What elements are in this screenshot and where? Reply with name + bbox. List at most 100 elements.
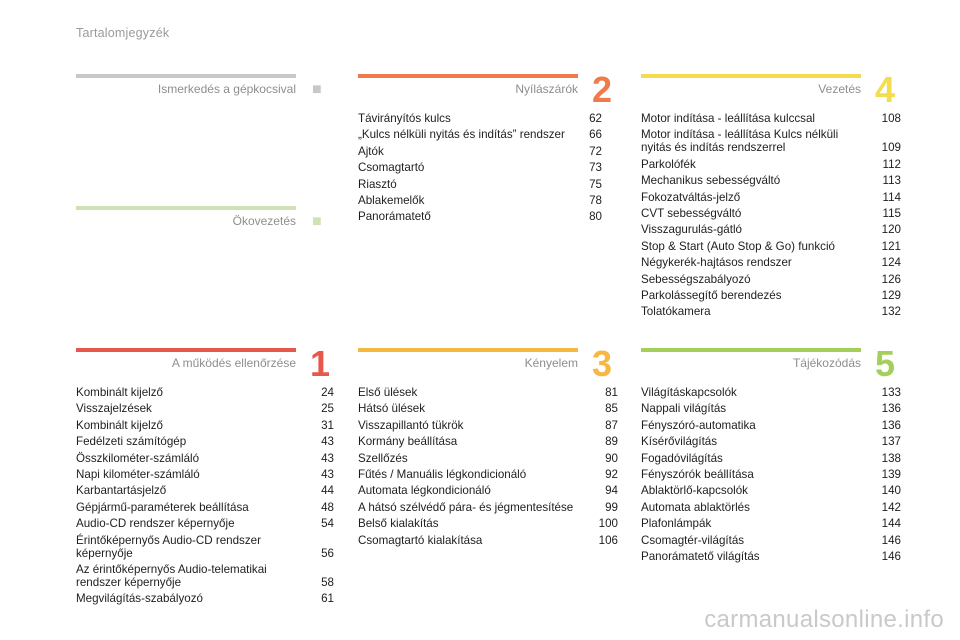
toc-entry[interactable]: Visszagurulás-gátló 120	[641, 223, 901, 236]
toc-entry[interactable]: Fogadóvilágítás 138	[641, 452, 901, 465]
toc-entry-page: 48	[321, 500, 334, 514]
toc-entry[interactable]: Automata ablaktörlés 142	[641, 501, 901, 514]
toc-entry[interactable]: Visszapillantó tükrök 87	[358, 419, 618, 432]
toc-entry[interactable]: Első ülések 81	[358, 386, 618, 399]
toc-entry[interactable]: Csomagtartó 73	[358, 161, 602, 174]
toc-entry-label: Az érintőképernyős Audio-telematikai ren…	[76, 562, 267, 589]
toc-entry[interactable]: Automata légkondicionáló 94	[358, 484, 618, 497]
toc-entry[interactable]: Világításkapcsolók 133	[641, 386, 901, 399]
toc-entry-label: A hátsó szélvédő pára- és jégmentesítése	[358, 500, 574, 514]
toc-entry-page: 89	[605, 435, 618, 449]
toc-entry-label: Nappali világítás	[641, 402, 727, 416]
toc-entry-page: 146	[881, 549, 901, 563]
toc-entry-page: 54	[321, 517, 334, 531]
toc-entry[interactable]: Panorámatető világítás 146	[641, 550, 901, 563]
toc-entry[interactable]: Stop & Start (Auto Stop & Go) funkció 121	[641, 240, 901, 253]
toc-entry[interactable]: Tolatókamera 132	[641, 305, 901, 318]
toc-entry[interactable]: Fokozatváltás-jelző 114	[641, 191, 901, 204]
section-title: Ismerkedés a gépkocsival	[157, 82, 296, 96]
toc-entry-page: 56	[321, 546, 334, 560]
section-number: 2	[592, 69, 613, 110]
toc-entry[interactable]: CVT sebességváltó 115	[641, 207, 901, 220]
toc-entry-label: Fényszóró-automatika	[641, 418, 756, 432]
toc-entry-page: 137	[881, 435, 901, 449]
toc-entry-page: 146	[881, 533, 901, 547]
toc-entry[interactable]: Hátsó ülések 85	[358, 402, 618, 415]
toc-entry-page: 94	[605, 484, 618, 498]
toc-entry[interactable]: Az érintőképernyős Audio-telematikai ren…	[76, 563, 334, 589]
section-title: Kényelem	[524, 356, 578, 370]
toc-entry[interactable]: Nappali világítás 136	[641, 402, 901, 415]
toc-entry[interactable]: Fényszórók beállítása 139	[641, 468, 901, 481]
toc-entry-label: Gépjármű-paraméterek beállítása	[76, 500, 249, 514]
section-title: A működés ellenőrzése	[171, 356, 296, 370]
toc-entry-page: 92	[605, 467, 618, 481]
toc-entry-label: Tolatókamera	[641, 305, 711, 319]
toc-entry-label: Csomagtartó	[358, 161, 425, 175]
section-color-bar	[76, 74, 296, 78]
toc-entry[interactable]: Ablakemelők 78	[358, 194, 602, 207]
toc-entry[interactable]: Ajtók 72	[358, 145, 602, 158]
toc-entry[interactable]: Motor indítása - leállítása kulccsal 108	[641, 112, 901, 125]
toc-entry[interactable]: Csomagtartó kialakítása 106	[358, 534, 618, 547]
toc-entry[interactable]: Távirányítós kulcs 62	[358, 112, 602, 125]
toc-entry[interactable]: Sebességszabályozó 126	[641, 273, 901, 286]
toc-entry[interactable]: Parkolássegítő berendezés 129	[641, 289, 901, 302]
toc-entry[interactable]: Belső kialakítás 100	[358, 517, 618, 530]
toc-entry[interactable]: Fényszóró-automatika 136	[641, 419, 901, 432]
toc-entry[interactable]: Motor indítása - leállítása Kulcs nélkül…	[641, 128, 901, 154]
toc-entry[interactable]: Csomagtér-világítás 146	[641, 534, 901, 547]
toc-entry[interactable]: Visszajelzések 25	[76, 402, 334, 415]
toc-entry[interactable]: Ablaktörlő-kapcsolók 140	[641, 484, 901, 497]
section-number: 4	[875, 69, 896, 110]
toc-entry-label: Távirányítós kulcs	[358, 112, 451, 125]
toc-entry-label: Fokozatváltás-jelző	[641, 190, 741, 204]
toc-entry-label: Napi kilométer-számláló	[76, 467, 200, 481]
section-color-bar	[76, 206, 296, 210]
toc-entry-page: 133	[881, 386, 901, 399]
toc-entry-page: 43	[321, 435, 334, 449]
toc-entry-label: Megvilágítás-szabályozó	[76, 592, 203, 606]
toc-entry[interactable]: Parkolófék 112	[641, 158, 901, 171]
toc-entry[interactable]: Fűtés / Manuális légkondicionáló 92	[358, 468, 618, 481]
toc-entry-page: 138	[881, 451, 901, 465]
toc-entry-page: 31	[321, 418, 334, 432]
toc-entry-page: 109	[881, 141, 901, 155]
toc-entry-label: Panorámatető világítás	[641, 549, 760, 563]
toc-entry[interactable]: Kombinált kijelző 31	[76, 419, 334, 432]
toc-entry-label: Visszajelzések	[76, 402, 152, 416]
toc-entry-page: 73	[589, 161, 602, 175]
toc-entry-label: Visszagurulás-gátló	[641, 223, 742, 237]
toc-entry-page: 136	[881, 402, 901, 416]
toc-entry[interactable]: „Kulcs nélküli nyitás és indítás” rendsz…	[358, 128, 602, 141]
toc-entry[interactable]: Fedélzeti számítógép 43	[76, 435, 334, 448]
toc-entry[interactable]: Négykerék-hajtásos rendszer 124	[641, 256, 901, 269]
toc-entry-page: 144	[881, 517, 901, 531]
toc-entry-page: 139	[881, 467, 901, 481]
toc-entry[interactable]: Megvilágítás-szabályozó 61	[76, 592, 334, 605]
toc-entry[interactable]: Kormány beállítása 89	[358, 435, 618, 448]
toc-entry-page: 99	[605, 500, 618, 514]
toc-entry[interactable]: Napi kilométer-számláló 43	[76, 468, 334, 481]
toc-entry-label: Négykerék-hajtásos rendszer	[641, 256, 792, 270]
section-color-bar	[358, 348, 578, 352]
toc-entry-label: Ajtók	[358, 144, 384, 158]
toc-entry-page: 100	[598, 517, 618, 531]
toc-entry-page: 87	[605, 418, 618, 432]
toc-entry[interactable]: Mechanikus sebességváltó 113	[641, 174, 901, 187]
toc-entry[interactable]: Kombinált kijelző 24	[76, 386, 334, 399]
toc-entry[interactable]: Érintőképernyős Audio-CD rendszer képern…	[76, 534, 334, 560]
section-title: Tájékozódás	[792, 356, 861, 370]
toc-entry[interactable]: Karbantartásjelző 44	[76, 484, 334, 497]
toc-entry[interactable]: A hátsó szélvédő pára- és jégmentesítése…	[358, 501, 618, 514]
toc-entry[interactable]: Összkilométer-számláló 43	[76, 452, 334, 465]
toc-entry-label: Ablakemelők	[358, 193, 425, 207]
toc-entry[interactable]: Gépjármű-paraméterek beállítása 48	[76, 501, 334, 514]
toc-entry-label: Motor indítása - leállítása Kulcs nélkül…	[641, 128, 839, 155]
toc-entry[interactable]: Riasztó 75	[358, 178, 602, 191]
toc-entry[interactable]: Kísérővilágítás 137	[641, 435, 901, 448]
toc-entry[interactable]: Plafonlámpák 144	[641, 517, 901, 530]
toc-entry[interactable]: Szellőzés 90	[358, 452, 618, 465]
toc-entry[interactable]: Panorámatető 80	[358, 210, 602, 223]
toc-entry[interactable]: Audio-CD rendszer képernyője 54	[76, 517, 334, 530]
